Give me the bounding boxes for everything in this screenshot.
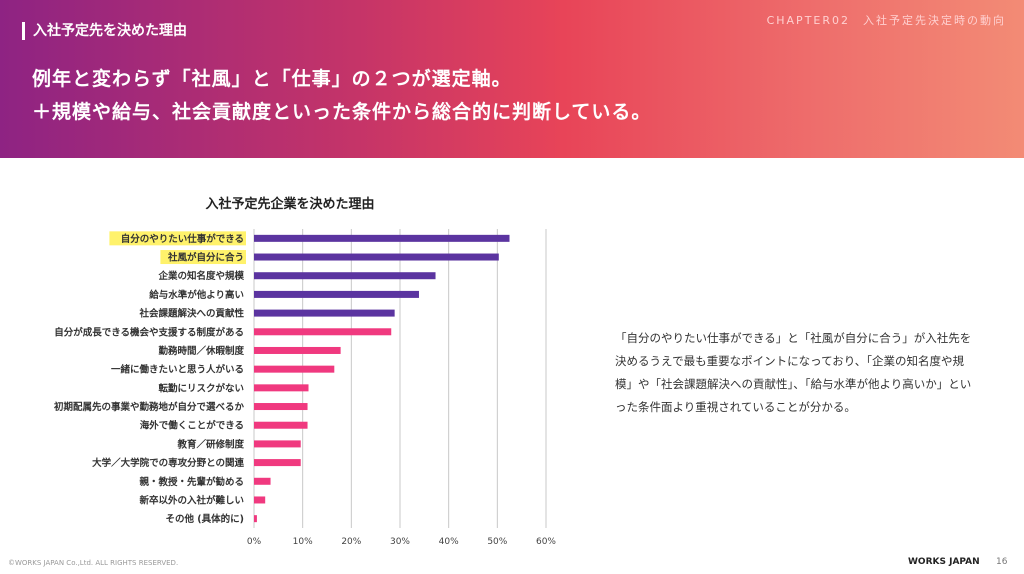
bar: [254, 515, 257, 523]
description-text: 「自分のやりたい仕事ができる」と「社風が自分に合う」が入社先を決めるうえで最も重…: [615, 331, 972, 414]
bar: [254, 459, 301, 467]
bar: [254, 421, 308, 429]
x-tick-label: 0%: [247, 537, 262, 547]
header-banner: 入社予定先を決めた理由 CHAPTER02 入社予定先決定時の動向 例年と変わら…: [0, 0, 1024, 158]
label-highlight: [160, 250, 246, 265]
bar: [254, 234, 510, 242]
bar: [254, 290, 419, 298]
category-label: 企業の知名度や規模: [157, 270, 244, 282]
category-label: 新卒以外の入社が難しい: [139, 494, 244, 506]
bar: [254, 440, 301, 448]
bar: [254, 384, 309, 392]
headline-2: ＋規模や給与、社会貢献度といった条件から総合的に判断している。: [32, 101, 652, 123]
bar: [254, 403, 308, 411]
category-label: 自分のやりたい仕事ができる: [121, 233, 244, 245]
bar: [254, 253, 499, 261]
label-highlight: [109, 231, 247, 246]
x-tick-label: 20%: [341, 537, 361, 547]
category-label: 教育／研修制度: [176, 438, 244, 450]
works-japan-logo: WORKS JAPAN: [908, 557, 980, 567]
x-tick-label: 10%: [293, 537, 313, 547]
category-label: 勤務時間／休暇制度: [158, 345, 244, 357]
category-label: 給与水準が他より高い: [149, 289, 244, 301]
bar: [254, 346, 341, 354]
headline-1: 例年と変わらず「社風」と「仕事」の２つが選定軸。: [32, 68, 512, 90]
category-label: 初期配属先の事業や勤務地が自分で選べるか: [54, 401, 245, 413]
category-label: 一緒に働きたいと思う人がいる: [111, 364, 244, 376]
x-tick-label: 50%: [487, 537, 507, 547]
bar: [254, 477, 271, 485]
bar: [254, 309, 395, 317]
category-label: 社会課題解決への貢献性: [138, 308, 244, 320]
section-title: 入社予定先を決めた理由: [22, 22, 187, 40]
x-tick-label: 60%: [536, 537, 556, 547]
category-label: 親・教授・先輩が勧める: [139, 476, 244, 488]
copyright: ©WORKS JAPAN Co.,Ltd. ALL RIGHTS RESERVE…: [8, 559, 179, 567]
category-label: 自分が成長できる機会や支援する制度がある: [54, 326, 244, 338]
page-number: 16: [996, 557, 1008, 567]
bar: [254, 328, 392, 336]
x-tick-label: 30%: [390, 537, 410, 547]
chapter-label: CHAPTER02 入社予定先決定時の動向: [766, 14, 1006, 27]
category-label: 社風が自分に合う: [167, 252, 244, 264]
bar: [254, 496, 266, 504]
category-label: 転勤にリスクがない: [158, 382, 244, 394]
category-label: 大学／大学院での専攻分野との関連: [92, 457, 244, 469]
bar: [254, 272, 436, 280]
category-label: その他 (具体的に): [166, 513, 245, 525]
category-label: 海外で働くことができる: [140, 420, 244, 432]
chart-title: 入社予定先企業を決めた理由: [205, 197, 375, 212]
bar: [254, 365, 335, 373]
x-tick-label: 40%: [439, 537, 459, 547]
